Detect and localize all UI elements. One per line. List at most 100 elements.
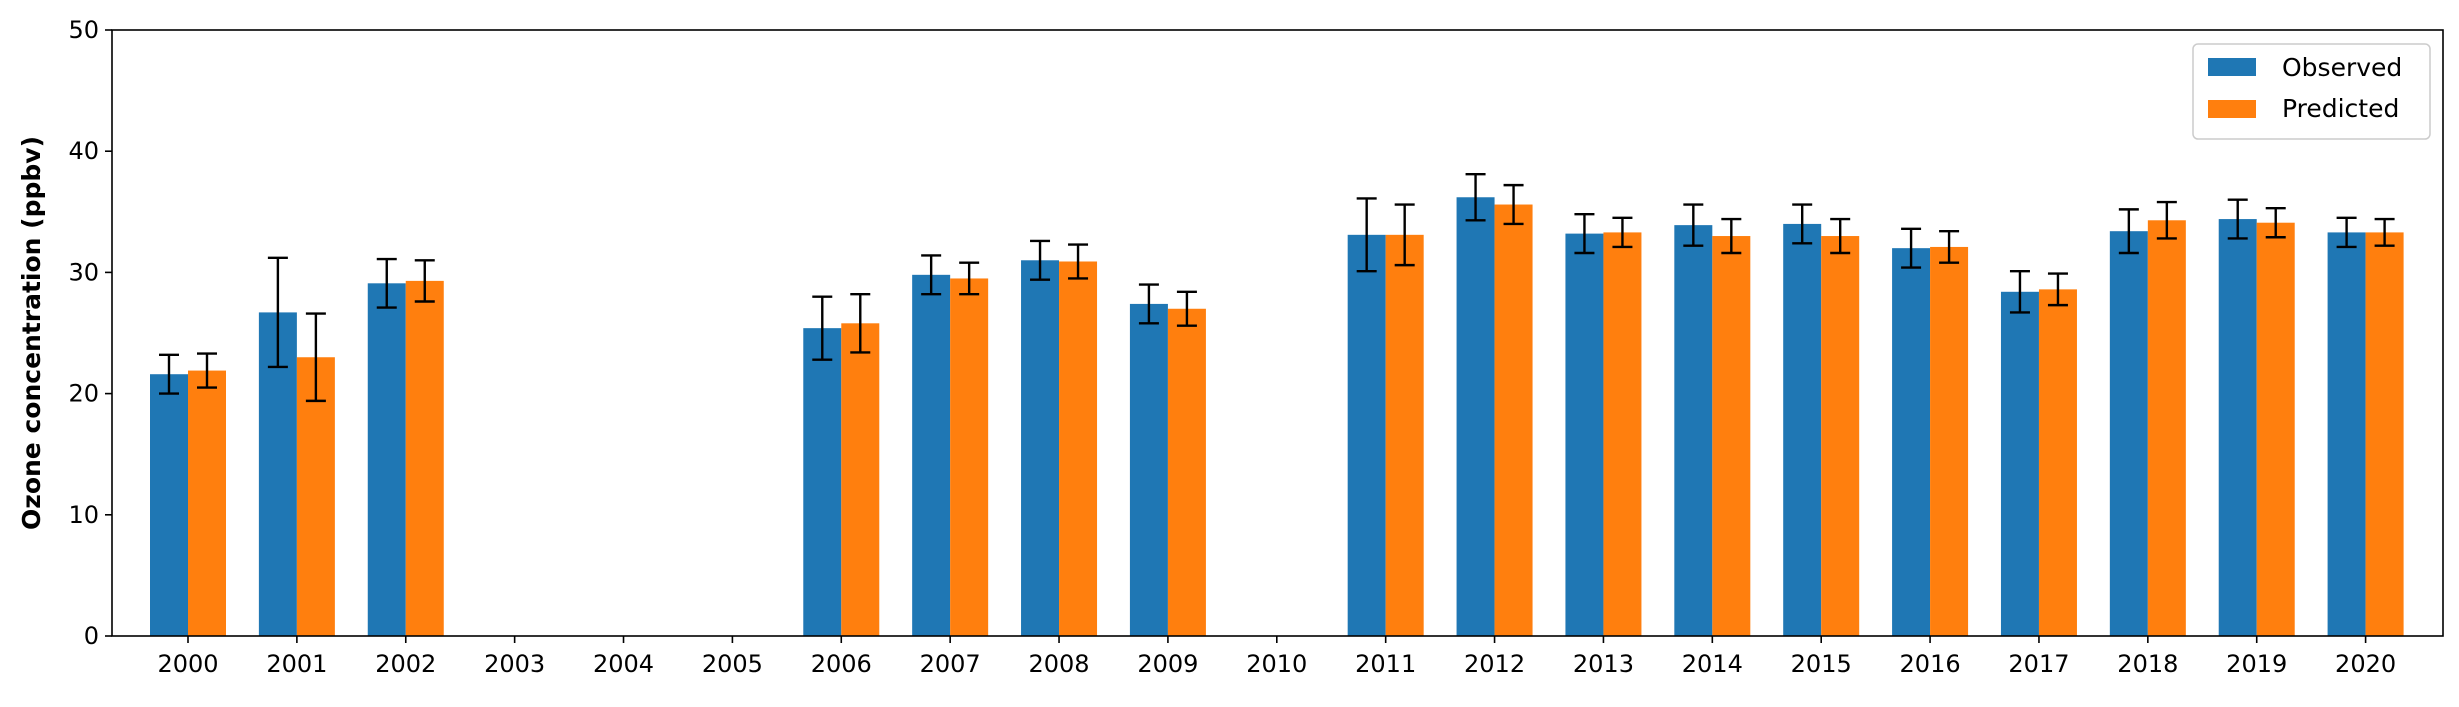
errorbar-observed-2001: [267, 256, 288, 369]
y-axis: 0 10 20 30 40 50: [68, 16, 112, 650]
plot-frame: [111, 29, 2444, 637]
x-tick-label-2007: 2007: [920, 650, 981, 678]
error-bars: [159, 173, 2395, 403]
y-tick-label-20: 20: [68, 380, 99, 408]
x-tick-label-2001: 2001: [266, 650, 327, 678]
bar-predicted-2006: [841, 323, 880, 636]
errorbar-observed-2006: [812, 295, 833, 361]
bar-predicted-2009: [1167, 308, 1206, 636]
bar-observed-2018: [2109, 231, 2148, 636]
errorbar-observed-2013: [1574, 213, 1595, 255]
bar-predicted-2016: [1930, 246, 1969, 636]
errorbar-predicted-2020: [2374, 217, 2395, 247]
bar-observed-2016: [1892, 248, 1931, 636]
bar-observed-2007: [912, 274, 951, 636]
errorbar-predicted-2000: [197, 352, 217, 389]
x-axis: 2000 2001 2002 2003 2004 2005 2006 2007 2008 2009…: [157, 636, 2396, 678]
x-tick-label-2010: 2010: [1246, 650, 1307, 678]
errorbar-observed-2015: [1792, 203, 1813, 245]
x-tick-label-2013: 2013: [1573, 650, 1634, 678]
legend-swatch-observed: [2208, 58, 2256, 76]
x-tick-label-2015: 2015: [1791, 650, 1852, 678]
x-tick-label-2020: 2020: [2335, 650, 2396, 678]
bar-predicted-2014: [1712, 236, 1751, 637]
x-tick-label-2005: 2005: [702, 650, 763, 678]
x-tick-label-2017: 2017: [2008, 650, 2069, 678]
errorbar-observed-2012: [1465, 173, 1486, 222]
x-tick-label-2008: 2008: [1029, 650, 1090, 678]
bar-predicted-2001: [296, 357, 335, 636]
legend: Observed Predicted: [2192, 43, 2431, 140]
bar-observed-2000: [150, 374, 188, 636]
bar-predicted-2011: [1385, 234, 1424, 636]
bar-predicted-2000: [188, 370, 226, 636]
bar-predicted-2017: [2038, 289, 2077, 636]
x-tick-label-2012: 2012: [1464, 650, 1525, 678]
bar-observed-2012: [1456, 197, 1495, 637]
y-tick-label-10: 10: [68, 501, 99, 529]
errorbar-observed-2014: [1683, 203, 1704, 247]
errorbar-observed-2002: [376, 257, 397, 309]
legend-label-predicted: Predicted: [2282, 94, 2399, 123]
errorbar-predicted-2015: [1830, 217, 1851, 255]
errorbar-observed-2018: [2118, 208, 2139, 255]
legend-label-observed: Observed: [2282, 53, 2402, 82]
bar-predicted-2012: [1494, 204, 1533, 636]
bar-observed-2019: [2218, 219, 2257, 636]
errorbar-predicted-2006: [850, 293, 871, 354]
errorbar-observed-2016: [1901, 227, 1922, 269]
errorbar-predicted-2001: [305, 312, 326, 403]
bar-predicted-2002: [405, 280, 444, 636]
y-tick-label-50: 50: [68, 16, 99, 44]
x-tick-label-2011: 2011: [1355, 650, 1416, 678]
bar-observed-2002: [367, 283, 406, 636]
x-tick-label-2016: 2016: [1900, 650, 1961, 678]
x-tick-label-2014: 2014: [1682, 650, 1743, 678]
errorbar-predicted-2014: [1721, 217, 1742, 255]
x-tick-label-2002: 2002: [375, 650, 436, 678]
y-tick-label-40: 40: [68, 137, 99, 165]
x-tick-label-2006: 2006: [811, 650, 872, 678]
errorbar-predicted-2017: [2047, 272, 2068, 307]
bar-predicted-2013: [1603, 232, 1642, 637]
bar-observed-2011: [1347, 234, 1386, 636]
errorbar-observed-2020: [2336, 216, 2357, 249]
errorbar-predicted-2018: [2156, 200, 2177, 240]
bar-observed-2014: [1674, 225, 1713, 636]
errorbar-observed-2019: [2227, 198, 2248, 240]
errorbar-observed-2017: [2009, 269, 2030, 314]
errorbar-predicted-2016: [1939, 229, 1960, 264]
x-tick-label-2004: 2004: [593, 650, 654, 678]
errorbar-observed-2007: [921, 254, 942, 296]
chart-marks: [150, 197, 2404, 637]
bar-observed-2008: [1021, 260, 1060, 636]
bar-observed-2015: [1783, 223, 1822, 637]
errorbar-predicted-2007: [959, 261, 980, 296]
bar-observed-2006: [803, 328, 842, 636]
errorbar-predicted-2002: [414, 259, 435, 303]
bar-predicted-2008: [1059, 261, 1098, 636]
legend-swatch-predicted: [2208, 100, 2256, 118]
y-tick-label-30: 30: [68, 258, 99, 286]
errorbar-predicted-2011: [1394, 203, 1415, 267]
x-tick-label-2019: 2019: [2226, 650, 2287, 678]
bar-observed-2017: [2000, 291, 2039, 636]
bar-predicted-2015: [1821, 236, 1860, 637]
y-tick-label-0: 0: [84, 622, 99, 650]
errorbar-predicted-2012: [1503, 183, 1524, 226]
x-tick-label-2000: 2000: [157, 650, 218, 678]
bar-predicted-2019: [2256, 222, 2295, 636]
errorbar-observed-2000: [159, 353, 179, 395]
errorbar-observed-2009: [1138, 283, 1159, 325]
x-tick-label-2018: 2018: [2117, 650, 2178, 678]
bar-predicted-2018: [2147, 220, 2186, 636]
bar-predicted-2020: [2365, 232, 2404, 637]
bar-observed-2013: [1565, 233, 1604, 636]
errorbar-observed-2011: [1356, 197, 1377, 273]
bar-observed-2020: [2327, 232, 2366, 637]
x-tick-label-2009: 2009: [1137, 650, 1198, 678]
y-axis-label: Ozone concentration (ppbv): [17, 136, 46, 530]
bar-predicted-2007: [950, 278, 989, 636]
